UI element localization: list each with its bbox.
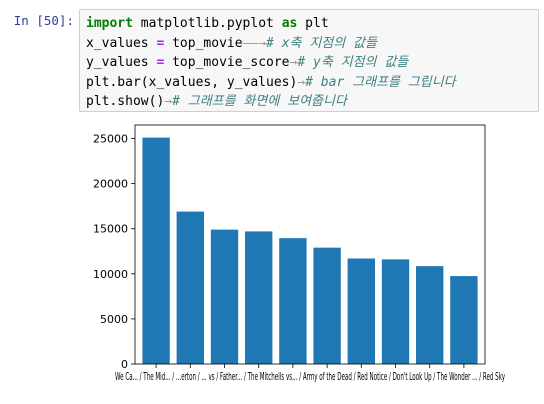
- code-token: plt.show(): [86, 94, 165, 109]
- y-tick-label: 5000: [100, 313, 128, 326]
- bar: [347, 258, 375, 364]
- bar: [142, 137, 170, 364]
- code-input-area[interactable]: import matplotlib.pyplot as plt x_values …: [79, 9, 539, 112]
- code-token: =: [156, 35, 165, 51]
- code-line: y_values = top_movie_score→# y축 지점의 값들: [86, 53, 456, 73]
- bar: [450, 276, 478, 364]
- y-tick-label: 15000: [93, 223, 128, 236]
- code-keyword: import: [86, 16, 133, 31]
- bar: [313, 247, 341, 364]
- bar: [245, 231, 273, 364]
- y-tick-label: 20000: [93, 178, 128, 191]
- code-token: x_values: [86, 35, 157, 51]
- x-tick-labels: We Ca... / The Mid... / ...erton / ... v…: [115, 371, 505, 383]
- code-comment: # 그래프를 화면에 보여줍니다: [172, 94, 347, 109]
- code-token: y_values: [86, 55, 157, 70]
- code-token: =: [156, 55, 165, 70]
- code-line: plt.bar(x_values, y_values)→# bar 그래프를 그…: [86, 73, 456, 93]
- bar: [279, 238, 307, 364]
- bar: [210, 229, 239, 364]
- code-token: plt.bar(x_values, y_values): [86, 74, 298, 90]
- tab-arrow-icon: ——→: [242, 35, 267, 51]
- code-token: plt: [297, 16, 329, 31]
- code-keyword: as: [281, 16, 298, 31]
- tab-arrow-icon: →: [289, 55, 298, 70]
- cell-output: 0 5000 10000 15000 20000 25000 We Ca... / The …: [80, 120, 544, 400]
- code-editor[interactable]: import matplotlib.pyplot as plt x_values …: [86, 14, 456, 112]
- tab-arrow-icon: →: [164, 94, 173, 109]
- bar: [416, 266, 444, 364]
- y-tick-label: 10000: [93, 268, 128, 281]
- bar: [176, 211, 204, 364]
- axes-frame: [134, 124, 486, 365]
- code-line: import matplotlib.pyplot as plt: [86, 14, 456, 34]
- code-token: top_movie_score: [164, 55, 290, 70]
- code-token: top_movie: [164, 35, 243, 51]
- bar-chart: 0 5000 10000 15000 20000 25000 We Ca... / The …: [93, 124, 505, 383]
- bar: [381, 259, 410, 364]
- cell-prompt: In [50]:: [13, 13, 74, 28]
- code-comment: # bar 그래프를 그립니다: [305, 74, 456, 90]
- tab-arrow-icon: →: [297, 74, 306, 90]
- code-comment: # y축 지점의 값들: [297, 55, 409, 70]
- code-comment: # x축 지점의 값들: [266, 35, 377, 51]
- y-tick-label: 0: [121, 358, 128, 371]
- code-token: matplotlib.pyplot: [132, 16, 282, 31]
- y-tick-label: 25000: [93, 133, 128, 146]
- notebook-cell: In [50]: import matplotlib.pyplot as plt…: [0, 0, 544, 120]
- code-line: x_values = top_movie——→# x축 지점의 값들: [86, 34, 456, 54]
- code-line: plt.show()→# 그래프를 화면에 보여줍니다: [86, 92, 456, 112]
